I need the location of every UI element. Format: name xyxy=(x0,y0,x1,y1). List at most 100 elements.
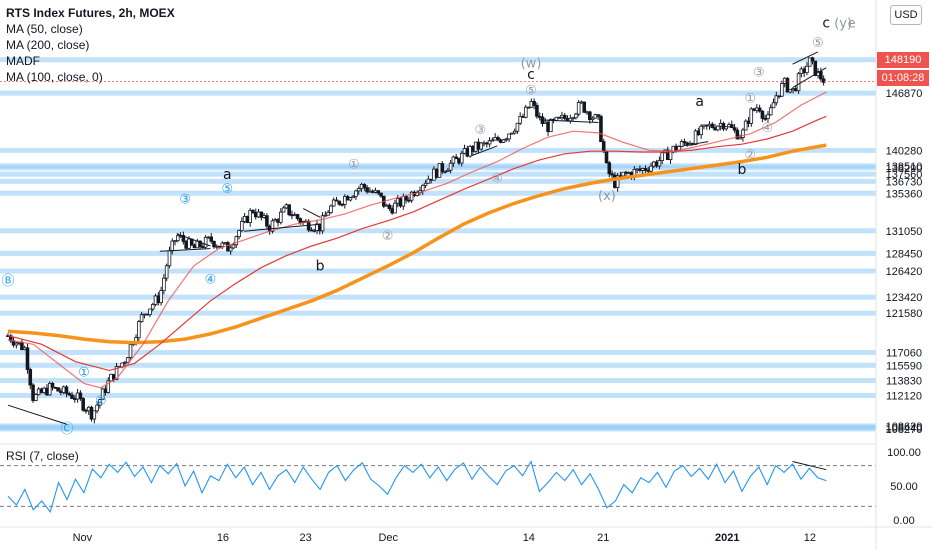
candle-body xyxy=(70,394,74,399)
candle-body xyxy=(443,171,447,173)
candle-body xyxy=(81,398,85,411)
candle-body xyxy=(273,219,278,222)
candle-body xyxy=(649,165,653,172)
candle-body xyxy=(763,117,767,120)
indicator-ma50[interactable]: MA (50, close) xyxy=(6,22,83,36)
candle-body xyxy=(167,250,172,267)
candle-body xyxy=(376,190,381,194)
candle-body xyxy=(84,409,88,412)
candle-body xyxy=(237,230,241,238)
candle-body xyxy=(496,137,500,141)
candle-body xyxy=(89,406,94,420)
candle-body xyxy=(785,77,790,93)
candle-body xyxy=(209,236,214,242)
candle-body xyxy=(557,116,561,119)
candle-body xyxy=(86,406,91,412)
candle-body xyxy=(718,123,723,127)
candle-body xyxy=(290,214,294,217)
time-tick-label: 16 xyxy=(217,532,229,544)
candle-body xyxy=(203,237,208,248)
candle-body xyxy=(749,108,754,124)
candle-body xyxy=(56,387,60,392)
rsi-title[interactable]: RSI (7, close) xyxy=(6,449,79,463)
candle-body xyxy=(262,215,266,218)
candle-body xyxy=(596,114,600,117)
candle-body xyxy=(426,178,431,184)
candle-body xyxy=(752,108,756,111)
time-tick-label: 12 xyxy=(804,532,816,544)
candle-body xyxy=(782,77,787,84)
candle-body xyxy=(145,313,149,316)
candle-body xyxy=(159,290,163,304)
candle-body xyxy=(251,210,255,213)
candle-body xyxy=(485,142,489,145)
candle-body xyxy=(471,145,475,152)
price-tick-label: 123420 xyxy=(886,292,923,304)
wave-label: ③ xyxy=(753,65,765,80)
candle-body xyxy=(25,347,30,370)
candle-body xyxy=(796,73,801,92)
candle-body xyxy=(819,71,823,80)
candle-body xyxy=(721,123,726,130)
price-tick-label: 108270 xyxy=(886,424,923,436)
candle-body xyxy=(490,139,495,142)
candle-body xyxy=(574,113,578,119)
time-tick-label: 21 xyxy=(597,532,609,544)
last-price-badge: 148190 xyxy=(877,52,929,68)
candle-body xyxy=(170,240,175,252)
indicator-ma200[interactable]: MA (200, close) xyxy=(6,38,90,52)
time-axis[interactable]: Nov 16 23 Dec 14 21 2021 12 xyxy=(0,443,932,544)
candle-body xyxy=(560,114,564,118)
candle-body xyxy=(398,198,403,207)
wedge-top xyxy=(792,51,819,65)
candle-body xyxy=(295,214,300,219)
candle-body xyxy=(125,357,130,363)
wave-label: e xyxy=(848,17,856,32)
candle-body xyxy=(710,123,715,128)
time-tick-label: 14 xyxy=(523,532,535,544)
wave-label: c xyxy=(822,16,830,32)
indicator-ma100[interactable]: MA (100, close, 0) xyxy=(6,70,103,84)
candle-body xyxy=(106,380,111,393)
candle-body xyxy=(253,212,258,218)
price-tick-label: 140280 xyxy=(886,145,923,157)
candle-body xyxy=(682,141,687,144)
candle-body xyxy=(114,366,119,380)
candle-body xyxy=(735,129,740,140)
price-tick-label: 108440 xyxy=(886,422,923,434)
symbol-title[interactable]: RTS Index Futures, 2h, MOEX xyxy=(6,6,175,20)
candle-body xyxy=(345,196,350,201)
candle-body xyxy=(771,102,776,109)
candle-body xyxy=(228,247,233,252)
candle-body xyxy=(638,168,642,171)
candle-body xyxy=(699,125,703,136)
indicator-madf[interactable]: MADF xyxy=(6,54,40,68)
wave-label: ② xyxy=(382,229,394,244)
candle-body xyxy=(440,163,445,172)
candle-body xyxy=(409,191,414,201)
level-band xyxy=(0,147,876,153)
candle-body xyxy=(354,190,358,197)
candle-body xyxy=(704,124,709,127)
candle-body xyxy=(276,219,280,223)
candle-body xyxy=(309,229,314,232)
price-tick-label: 112120 xyxy=(886,390,922,402)
candle-body xyxy=(139,314,144,322)
level-band xyxy=(0,190,876,196)
candle-body xyxy=(743,120,748,131)
candle-body xyxy=(635,168,639,171)
candle-body xyxy=(326,212,330,216)
candle-body xyxy=(368,190,372,193)
price-tick-label: 137560 xyxy=(886,169,923,181)
currency-button[interactable]: USD xyxy=(890,5,922,25)
chart-legend: RTS Index Futures, 2h, MOEX MA (50, clos… xyxy=(6,5,175,85)
level-band xyxy=(0,268,876,274)
flag-top xyxy=(303,208,321,218)
candle-body xyxy=(323,214,328,217)
candle-body xyxy=(515,122,520,132)
candle-body xyxy=(148,308,152,315)
candle-body xyxy=(329,205,333,214)
price-tick-label: 126420 xyxy=(886,266,923,278)
